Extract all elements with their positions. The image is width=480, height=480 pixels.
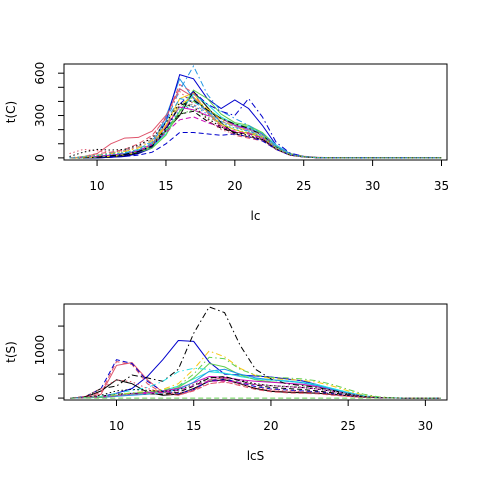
top-series-line-20	[69, 90, 442, 159]
top-y-tick-label: 300	[33, 104, 47, 127]
bottom-series-line-13	[70, 306, 441, 399]
bottom-y-tick-label: 0	[33, 394, 47, 402]
top-series-line-3	[69, 73, 442, 159]
top-x-tick-label: 25	[296, 179, 311, 193]
top-y-tick-label: 600	[33, 62, 47, 85]
bottom-y-axis-title: t(S)	[4, 341, 18, 363]
top-series-line-17	[69, 99, 442, 159]
bottom-series-line-1	[70, 362, 441, 399]
top-series-line-9	[69, 83, 442, 159]
bottom-series-group	[70, 306, 441, 399]
bottom-x-tick-label: 15	[186, 419, 201, 433]
top-x-tick-label: 35	[434, 179, 449, 193]
top-x-tick-label: 10	[89, 179, 104, 193]
bottom-y-tick-label: 1000	[33, 335, 47, 366]
top-plot-frame	[63, 63, 448, 161]
bottom-x-axis-title: lcS	[247, 449, 265, 463]
top-series-line-10	[69, 98, 442, 159]
top-series-group	[69, 65, 442, 159]
top-series-line-8	[69, 92, 442, 159]
bottom-series-line-15	[70, 367, 441, 399]
bottom-plot-frame	[63, 303, 448, 401]
top-series-line-21	[69, 102, 442, 159]
bottom-series-line-18	[70, 376, 441, 399]
bottom-series-line-14	[70, 350, 441, 399]
bottom-panel: 10 15 20 25 30 0 1000 lcS t(S)	[4, 303, 448, 463]
top-y-axis-title: t(C)	[4, 101, 18, 123]
bottom-series-line-16	[70, 356, 441, 399]
bottom-x-tick-label: 25	[341, 419, 356, 433]
bottom-x-tick-label: 20	[263, 419, 278, 433]
top-series-line-18	[69, 96, 442, 159]
top-series-line-15	[69, 65, 442, 159]
top-panel: 10 15 20 25 30 35 0 300 600 lc t(C)	[4, 62, 449, 223]
bottom-x-tick-label: 10	[109, 419, 124, 433]
bottom-x-tick-label: 30	[418, 419, 433, 433]
top-series-line-4	[69, 90, 442, 159]
top-series-line-22	[69, 109, 442, 159]
top-y-tick-label: 0	[33, 154, 47, 162]
top-series-line-16	[69, 90, 442, 159]
top-x-tick-label: 30	[365, 179, 380, 193]
top-series-line-6	[69, 89, 442, 159]
top-series-line-5	[69, 93, 442, 159]
bottom-series-line-19	[70, 378, 441, 399]
top-x-tick-label: 15	[158, 179, 173, 193]
top-series-line-2	[69, 77, 442, 159]
top-x-tick-label: 20	[227, 179, 242, 193]
top-series-line-1	[69, 87, 442, 159]
top-x-axis-title: lc	[251, 209, 261, 223]
